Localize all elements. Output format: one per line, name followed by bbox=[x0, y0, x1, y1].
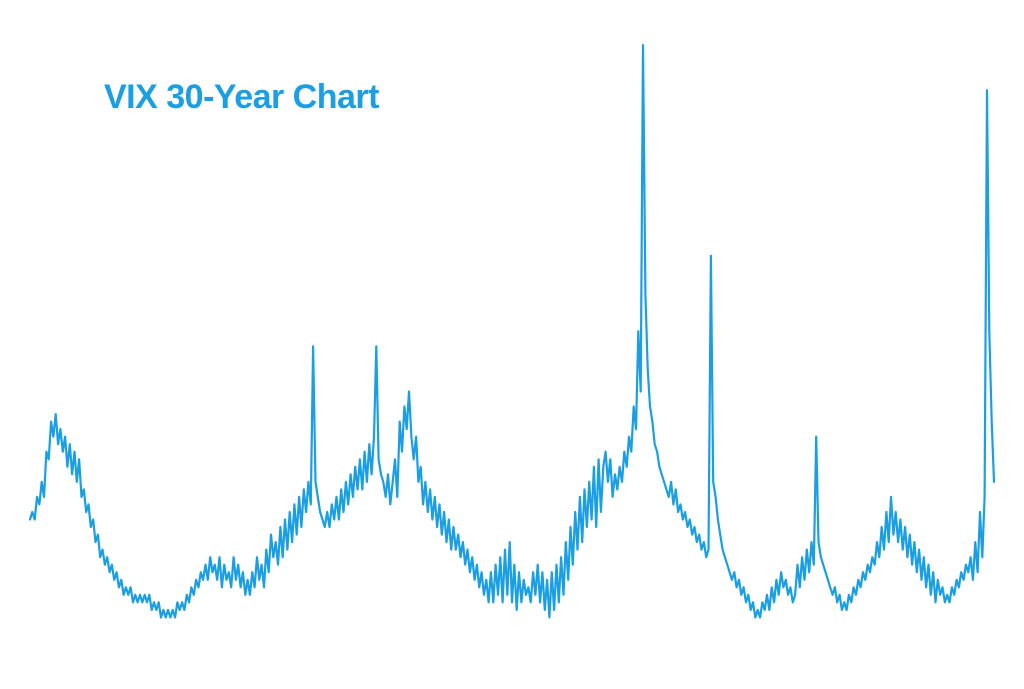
chart-title: VIX 30-Year Chart bbox=[104, 78, 379, 117]
vix-series-line bbox=[30, 45, 994, 617]
chart-stage: VIX 30-Year Chart bbox=[0, 0, 1024, 689]
